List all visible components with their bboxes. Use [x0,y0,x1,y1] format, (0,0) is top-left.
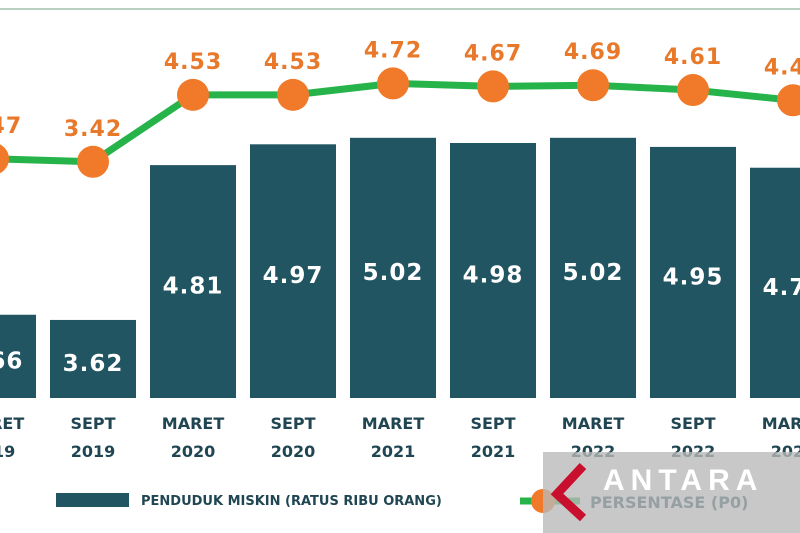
antara-watermark: ANTARA [543,452,800,533]
bar-value-label: 5.02 [563,260,624,286]
legend-swatch-bars [56,493,129,507]
bar [0,314,36,398]
bar-value-label: 5.02 [363,260,424,286]
bar [550,137,636,399]
x-tick-label-month: MARET [0,414,24,433]
x-tick-label-year: 2020 [271,442,316,461]
percentage-value-label: 4.72 [364,38,422,63]
antara-logo-icon [550,462,587,522]
percentage-value-label: 4.53 [264,50,322,75]
bar [350,137,436,399]
bar-value-label: 4.79 [763,275,800,301]
bar [750,167,800,398]
percentage-marker [377,67,409,100]
percentage-marker [77,145,109,178]
percentage-marker [577,69,609,102]
bar [50,319,136,398]
x-tick-label-year: 2021 [371,442,416,461]
percentage-marker [177,78,209,111]
percentage-value-label: 4.53 [164,50,222,75]
percentage-value-label: 4.44 [764,55,800,80]
x-tick-label-month: SEPT [70,414,115,433]
chart-frame-top [0,8,800,10]
x-tick-label-year: 2019 [0,442,15,461]
bar-value-label: 4.81 [163,274,224,300]
bar-value-label: 3.66 [0,348,23,374]
percentage-marker [677,74,709,107]
watermark-text: ANTARA [603,464,764,497]
x-tick-label-year: 2021 [471,442,516,461]
legend-label-bars: PENDUDUK MISKIN (RATUS RIBU ORANG) [141,494,442,509]
bar [450,143,536,398]
percentage-marker [0,144,9,174]
bar [650,146,736,398]
percentage-value-label: 4.69 [564,40,622,65]
percentage-value-label: 4.67 [464,41,522,66]
percentage-value-label: 4.61 [664,45,722,70]
percentage-marker [277,78,309,111]
bar [250,144,336,398]
x-tick-label-month: MARET [162,414,225,433]
bar-value-label: 3.62 [63,351,124,377]
x-tick-label-month: MARET [762,414,800,433]
percentage-marker [777,84,800,117]
bar [150,165,236,398]
x-tick-label-month: SEPT [270,414,315,433]
x-tick-label-month: SEPT [670,414,715,433]
x-tick-label-year: 2019 [71,442,116,461]
percentage-marker [477,70,509,103]
x-tick-label-year: 2020 [171,442,216,461]
percentage-value-label: 3.42 [64,117,122,142]
bar-value-label: 4.95 [663,264,724,290]
x-tick-label-month: MARET [362,414,425,433]
bar-value-label: 4.98 [463,263,524,289]
bar-value-label: 4.97 [263,263,324,289]
x-tick-label-month: SEPT [470,414,515,433]
percentage-value-label: 3.47 [0,114,22,139]
x-tick-label-month: MARET [562,414,625,433]
